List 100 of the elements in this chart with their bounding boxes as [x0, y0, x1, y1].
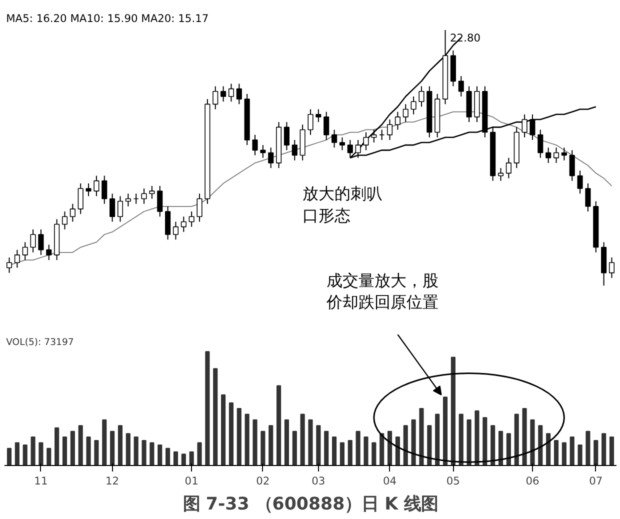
bar — [244, 414, 250, 466]
candlestick — [252, 134, 258, 156]
bar — [205, 351, 210, 466]
bar — [586, 430, 590, 466]
bar — [300, 414, 305, 466]
bar — [221, 394, 226, 466]
bar — [213, 368, 218, 466]
candlestick — [546, 147, 552, 164]
x-tick-label: 12 — [106, 474, 120, 488]
bar — [276, 385, 282, 466]
candlestick — [38, 228, 44, 256]
text: MA5: 16.20 MA10: 15.90 MA20: 15.17 — [6, 12, 209, 26]
bar — [78, 425, 83, 466]
candlestick — [22, 242, 28, 261]
candlestick — [78, 182, 84, 215]
candlestick — [386, 119, 393, 140]
bar — [324, 430, 329, 466]
bar — [181, 454, 186, 466]
bar — [166, 448, 170, 466]
candlestick — [608, 257, 615, 278]
bar — [332, 436, 337, 466]
candlestick — [165, 206, 171, 240]
candlestick — [70, 203, 76, 222]
bar — [594, 440, 598, 466]
bar — [340, 442, 344, 466]
bar — [30, 436, 36, 466]
candlestick — [102, 175, 108, 204]
x-tick-label: 11 — [34, 474, 48, 488]
candlestick — [402, 104, 408, 123]
bar — [6, 448, 12, 466]
bar — [94, 440, 99, 466]
bar — [150, 442, 154, 466]
candlestick — [196, 193, 202, 222]
candlestick — [125, 193, 131, 207]
bar — [411, 419, 416, 466]
bar — [102, 419, 107, 466]
bar — [236, 408, 242, 466]
bar — [22, 444, 28, 466]
candlestick — [316, 108, 322, 123]
bar — [308, 419, 313, 466]
bar — [570, 436, 574, 466]
bar — [506, 433, 511, 466]
candlestick — [180, 216, 186, 232]
candlestick — [260, 144, 266, 158]
bar — [458, 414, 464, 466]
candlestick — [308, 108, 314, 136]
bar — [419, 408, 424, 466]
bar — [427, 425, 432, 466]
candlestick — [46, 244, 52, 261]
text: 图 7-33 （600888）日 K 线图 — [182, 494, 438, 514]
bar — [546, 433, 551, 466]
candlestick — [133, 193, 139, 204]
bar — [86, 436, 91, 466]
bar — [538, 425, 543, 466]
candlestick — [188, 211, 194, 228]
bar — [316, 425, 321, 466]
candlestick — [110, 193, 116, 222]
bar — [142, 440, 146, 466]
bar — [450, 356, 456, 466]
candlestick — [172, 221, 179, 240]
annotation: 22.80 — [450, 32, 481, 45]
candlestick — [30, 228, 36, 253]
candlestick — [363, 132, 369, 151]
bar — [38, 442, 44, 466]
candlestick — [268, 147, 274, 169]
candlestick — [522, 114, 528, 138]
bar — [498, 430, 504, 466]
bar — [403, 425, 408, 466]
candlestick — [292, 139, 298, 161]
annotation: 放大的刺叭口形态 — [302, 184, 383, 225]
candlestick — [86, 182, 92, 197]
bar — [158, 444, 162, 466]
candlestick — [236, 83, 242, 105]
candlestick — [530, 114, 536, 140]
x-tick-label: 04 — [382, 474, 397, 488]
bar — [70, 430, 75, 466]
x-tick-label: 05 — [446, 474, 460, 488]
bar — [126, 433, 130, 466]
bar — [380, 433, 384, 466]
bar — [514, 414, 519, 466]
bar — [14, 442, 20, 466]
candlestick — [332, 129, 338, 148]
candlestick — [379, 129, 385, 140]
candlestick — [569, 150, 575, 182]
bar — [173, 451, 178, 466]
candlestick — [506, 157, 512, 179]
x-tick-label: 06 — [526, 474, 540, 488]
x-tick-label: 07 — [589, 474, 603, 488]
bar — [490, 425, 496, 466]
candlestick — [339, 136, 345, 151]
text: VOL(5): 73197 — [6, 336, 74, 348]
candlestick — [394, 111, 400, 130]
candlestick — [553, 147, 560, 164]
bar — [364, 436, 368, 466]
candlestick — [141, 188, 147, 204]
bar — [609, 436, 614, 466]
bar — [46, 448, 52, 466]
candlestick — [62, 211, 68, 230]
bar — [189, 451, 194, 466]
candlestick — [228, 83, 234, 102]
